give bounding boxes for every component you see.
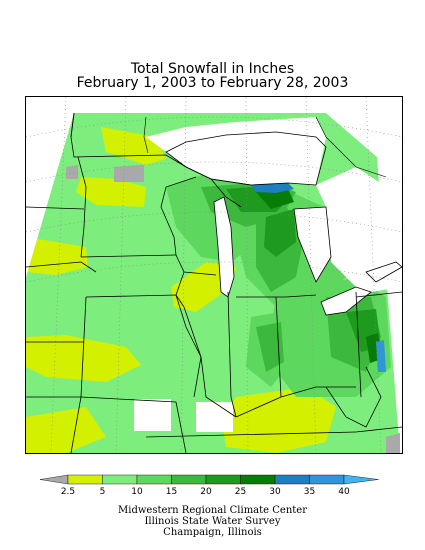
snowfall-map (25, 96, 403, 454)
snowfall-contours (26, 113, 400, 453)
missing-data-box-2 (196, 402, 233, 432)
mn-wi-border (160, 176, 197, 256)
snow-zone-20-25-mi (264, 209, 296, 257)
graticule (26, 97, 402, 453)
il-in-border (227, 291, 237, 418)
snow-zone-35-40-ny (376, 340, 386, 372)
oh-pa-border (355, 291, 362, 398)
snow-zone-below-2-5-se (386, 433, 400, 453)
lake-erie (321, 287, 371, 315)
map-title: Total Snowfall in Inches (130, 61, 295, 77)
snow-zone-30-35-superior (251, 183, 294, 193)
ar-tn (175, 401, 187, 453)
snow-zone-2-5-sw (26, 335, 141, 382)
legend-tick-label: 35 (304, 487, 315, 497)
ky-oh-border (235, 386, 356, 418)
lake-huron (294, 207, 331, 282)
legend-swatch-15-to-20 (171, 474, 207, 485)
mi-wi-up (210, 178, 242, 208)
legend-swatch-10-to-15 (136, 474, 172, 485)
mi-in-border (236, 294, 317, 298)
snowfall-map-svg (26, 97, 402, 453)
legend-tick-label: 10 (131, 487, 143, 497)
credit-location: Champaign, Illinois (163, 527, 262, 538)
canada-lines (143, 116, 387, 178)
legend-swatch-above-40 (343, 474, 379, 485)
legend-tick-label: 2.5 (61, 487, 75, 497)
map-date-range: February 1, 2003 to February 28, 2003 (76, 75, 349, 91)
legend-swatch-below-2-5 (40, 474, 69, 485)
ky-tn-border (145, 431, 357, 438)
in-oh-border (275, 296, 282, 398)
legend-swatch-2-5-to-5 (67, 474, 103, 485)
lake-superior (146, 117, 326, 185)
legend-color-segments (40, 474, 379, 485)
ontario-region (316, 167, 402, 292)
credit-survey: Illinois State Water Survey (144, 516, 281, 527)
legend-swatch-35-to-40 (309, 474, 345, 485)
missing-data-box-1 (134, 399, 171, 431)
va-border (355, 426, 402, 433)
snow-zone-2-5-se (221, 387, 336, 453)
boundaries (26, 112, 402, 453)
snow-zone-2-5-ne (76, 177, 146, 207)
snow-zone-25-30-up (256, 189, 294, 209)
snow-zone-below-2-5-nd (114, 165, 144, 182)
legend-tick-label: 5 (100, 487, 106, 497)
mo-il-river (175, 294, 202, 398)
legend-colorbar: 2.5 5 10 15 20 25 30 35 40 (40, 474, 379, 497)
legend-tick-label: 40 (338, 487, 350, 497)
lake-michigan (214, 197, 234, 297)
legend-swatch-30-to-35 (274, 474, 310, 485)
mo-ar-border (80, 396, 177, 403)
pa-ny-border (355, 291, 402, 298)
legend-tick-label: 30 (269, 487, 281, 497)
wi-il-border (183, 271, 217, 276)
wv-border (325, 366, 382, 428)
credit-organization: Midwestern Regional Climate Center (118, 505, 307, 516)
legend-tick-label: 15 (166, 487, 177, 497)
mn-ia-border (80, 254, 177, 258)
legend-swatch-20-to-25 (205, 474, 241, 485)
outside-domain (26, 97, 402, 453)
legend-ticks: 2.5 5 10 15 20 25 30 35 40 (61, 487, 350, 497)
snow-zone-15-20-in (256, 322, 284, 372)
legend-swatch-25-to-30 (240, 474, 276, 485)
snow-zone-below-2-5-nw (66, 165, 78, 179)
snow-zone-2-5-south (26, 407, 106, 453)
mn-nd-border (77, 156, 87, 258)
sd-ne-border (26, 261, 97, 273)
nd-sd-border (26, 206, 85, 210)
lake-outlines (165, 131, 402, 316)
legend-tick-label: 20 (200, 487, 212, 497)
legend-tick-label: 25 (235, 487, 246, 497)
il-ky-border (183, 306, 237, 418)
legend-swatch-5-to-10 (102, 474, 138, 485)
